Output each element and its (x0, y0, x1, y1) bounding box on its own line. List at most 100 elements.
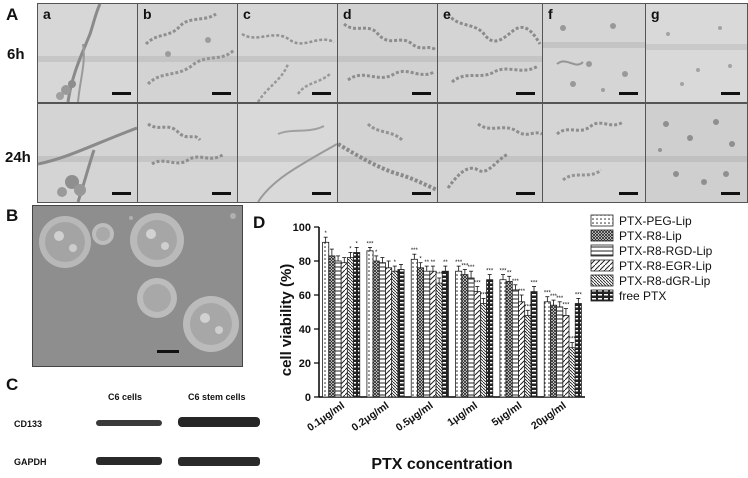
significance-label: * (355, 241, 358, 247)
column-label-c6-stem-cells: C6 stem cells (188, 392, 246, 402)
scale-bar (516, 192, 535, 195)
micrograph-image (138, 4, 237, 102)
micrograph-image (338, 4, 437, 102)
chart-canvas: 020406080100****************************… (278, 214, 713, 473)
bar (346, 257, 354, 398)
significance-label: *** (575, 292, 583, 298)
column-letter-c: c (243, 6, 251, 22)
significance-label: *** (411, 248, 419, 254)
bar (340, 262, 348, 398)
bar (353, 252, 361, 398)
x-tick-label: 1μg/ml (445, 400, 480, 429)
scale-bar (112, 192, 131, 195)
column-letter-e: e (443, 6, 451, 22)
row-label-24h: 24h (5, 149, 31, 166)
micrograph-image (646, 4, 747, 102)
significance-label: *** (461, 264, 469, 270)
bar (372, 260, 380, 398)
legend-label: free PTX (619, 289, 666, 303)
scale-bar (212, 92, 231, 95)
bar (385, 267, 393, 398)
scale-bar (619, 192, 638, 195)
bar (417, 267, 425, 398)
western-blot-band-gapdh-stem (178, 457, 260, 466)
micrograph-6h-g: g (645, 3, 748, 103)
micrograph-image (238, 104, 337, 202)
significance-label: *** (556, 296, 564, 302)
bar (543, 301, 551, 398)
significance-label: ** (507, 270, 512, 276)
significance-label: * (419, 257, 422, 263)
bar (435, 282, 443, 398)
column-letter-b: b (143, 6, 152, 22)
legend-swatch (590, 244, 614, 257)
column-letter-g: g (651, 6, 660, 22)
bar (429, 270, 437, 398)
significance-label: *** (366, 241, 374, 247)
panel-label-d: D (253, 213, 266, 232)
bar (568, 347, 576, 398)
bar (441, 270, 449, 398)
scale-bar (619, 92, 638, 95)
micrograph-24h-c (237, 103, 338, 203)
bar (391, 270, 399, 398)
bar (334, 260, 342, 398)
y-axis-title: cell viability (%) (278, 264, 295, 377)
y-tick-label: 0 (305, 392, 311, 404)
micrograph-image (138, 104, 237, 202)
significance-label: *** (524, 304, 532, 310)
significance-label: * (349, 247, 352, 253)
panel-label-a: A (6, 5, 19, 24)
micrograph-6h-e: e (437, 3, 543, 103)
significance-label: *** (474, 281, 482, 287)
micrograph-24h-f (542, 103, 646, 203)
bar (328, 255, 336, 398)
micrograph-image (38, 104, 137, 202)
legend-swatch (590, 274, 614, 287)
scale-bar (721, 192, 740, 195)
bar (479, 303, 487, 398)
micrograph-image (543, 104, 645, 202)
significance-label: *** (512, 279, 520, 285)
bar (511, 289, 519, 398)
scale-bar (312, 92, 331, 95)
significance-label: *** (550, 294, 558, 300)
spheroid (39, 216, 91, 268)
significance-label: *** (455, 260, 463, 266)
scale-bar (212, 192, 231, 195)
column-label-c6-cells: C6 cells (108, 392, 143, 402)
significance-label: *** (518, 289, 526, 295)
significance-label: *** (562, 303, 570, 309)
significance-label: *** (530, 281, 538, 287)
bar (505, 281, 513, 398)
bar (473, 291, 481, 398)
x-tick-label: 20μg/ml (529, 400, 568, 433)
micrograph-24h-b (137, 103, 238, 203)
y-tick-label: 20 (299, 358, 311, 370)
significance-label: * (375, 250, 378, 256)
micrograph-6h-c: c (237, 3, 338, 103)
spheroid (92, 223, 114, 245)
micrograph-6h-f: f (542, 3, 646, 103)
micrograph-image (438, 104, 542, 202)
y-tick-label: 100 (293, 222, 311, 234)
spheroid-micrograph (32, 205, 243, 367)
bar (499, 279, 507, 398)
legend-swatch (590, 229, 614, 242)
y-tick-label: 40 (299, 324, 311, 336)
bar (556, 306, 564, 398)
bar (530, 291, 538, 398)
bar (550, 304, 558, 398)
bar (574, 303, 582, 398)
micrograph-image (238, 4, 337, 102)
western-blot-band-gapdh-c6 (96, 457, 162, 465)
legend-label: PTX-PEG-Lip (619, 214, 692, 228)
micrograph-image (543, 4, 645, 102)
bar (524, 315, 532, 398)
row-label-6h: 6h (7, 46, 25, 63)
bar (455, 270, 463, 398)
micrograph-image (646, 104, 747, 202)
significance-label: *** (480, 292, 488, 298)
scale-bar (312, 192, 331, 195)
legend-label: PTX-R8-RGD-Lip (619, 244, 713, 258)
